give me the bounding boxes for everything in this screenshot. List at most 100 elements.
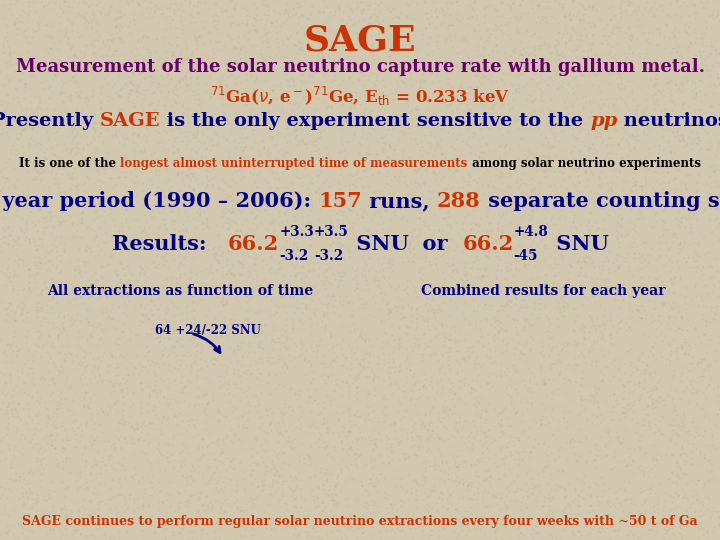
Point: [135, 66, 146, 75]
Point: [472, 284, 483, 292]
Point: [448, 432, 459, 441]
Point: [572, 352, 584, 360]
Point: [652, 168, 663, 177]
Point: [602, 422, 613, 430]
Point: [431, 429, 442, 438]
Point: [89, 267, 101, 276]
Point: [83, 221, 94, 230]
Point: [163, 185, 175, 194]
Point: [452, 466, 464, 475]
Point: [152, 305, 163, 314]
Point: [447, 21, 459, 30]
Point: [94, 132, 105, 140]
Point: [9, 150, 21, 159]
Point: [161, 178, 172, 187]
Point: [710, 82, 720, 91]
Point: [593, 101, 604, 110]
Point: [657, 502, 669, 510]
Point: [0, 529, 12, 538]
Point: [126, 68, 138, 77]
Point: [663, 289, 675, 298]
Point: [177, 99, 189, 108]
Point: [149, 386, 161, 395]
Point: [635, 436, 647, 445]
Point: [259, 435, 271, 444]
Point: [174, 528, 185, 536]
Point: [483, 534, 495, 540]
Point: [410, 0, 421, 5]
Point: [527, 97, 539, 105]
Point: [635, 390, 647, 399]
Point: [505, 167, 516, 176]
Point: [274, 369, 286, 378]
Point: [244, 319, 256, 328]
Point: [295, 387, 307, 395]
Point: [436, 385, 448, 394]
Point: [224, 87, 235, 96]
Point: [577, 46, 589, 55]
Point: [382, 305, 394, 313]
Point: [230, 73, 241, 82]
Point: [79, 444, 91, 453]
Point: [343, 88, 354, 97]
Point: [388, 99, 400, 108]
Point: [593, 322, 605, 330]
Point: [459, 457, 471, 465]
Point: [156, 9, 167, 18]
Point: [125, 86, 136, 94]
Point: [73, 333, 84, 341]
Point: [96, 334, 107, 343]
Point: [358, 16, 369, 24]
Point: [569, 317, 580, 326]
Point: [478, 4, 490, 13]
Point: [36, 113, 48, 122]
Point: [185, 274, 197, 282]
Point: [680, 28, 692, 37]
Point: [174, 273, 186, 281]
Point: [269, 526, 281, 535]
Point: [184, 491, 196, 500]
Point: [436, 150, 448, 158]
Point: [561, 303, 572, 312]
Point: [364, 352, 375, 360]
Point: [7, 338, 19, 346]
Point: [144, 0, 156, 6]
Point: [395, 360, 406, 368]
Point: [433, 408, 444, 417]
Point: [672, 202, 683, 211]
Point: [488, 163, 500, 171]
Point: [399, 407, 410, 415]
Point: [487, 493, 499, 502]
Point: [619, 29, 631, 37]
Point: [2, 91, 14, 99]
Point: [66, 348, 77, 357]
Point: [50, 455, 62, 463]
Point: [152, 260, 163, 268]
Point: [428, 167, 439, 176]
Point: [516, 110, 528, 118]
Point: [129, 523, 140, 531]
Point: [219, 329, 230, 338]
Point: [192, 74, 203, 83]
Point: [547, 430, 559, 438]
Point: [333, 460, 345, 469]
Point: [413, 432, 424, 441]
Point: [690, 39, 701, 48]
Point: [263, 156, 274, 165]
Point: [346, 8, 357, 16]
Point: [672, 528, 684, 536]
Point: [155, 523, 166, 531]
Point: [518, 315, 530, 324]
Point: [355, 158, 366, 166]
Point: [398, 178, 410, 187]
Point: [452, 131, 464, 140]
Point: [304, 146, 315, 155]
Point: [323, 489, 334, 498]
Point: [368, 312, 379, 320]
Point: [223, 389, 235, 397]
Point: [526, 109, 537, 118]
Point: [0, 386, 9, 395]
Point: [71, 182, 83, 191]
Point: [613, 106, 624, 114]
Point: [626, 187, 637, 195]
